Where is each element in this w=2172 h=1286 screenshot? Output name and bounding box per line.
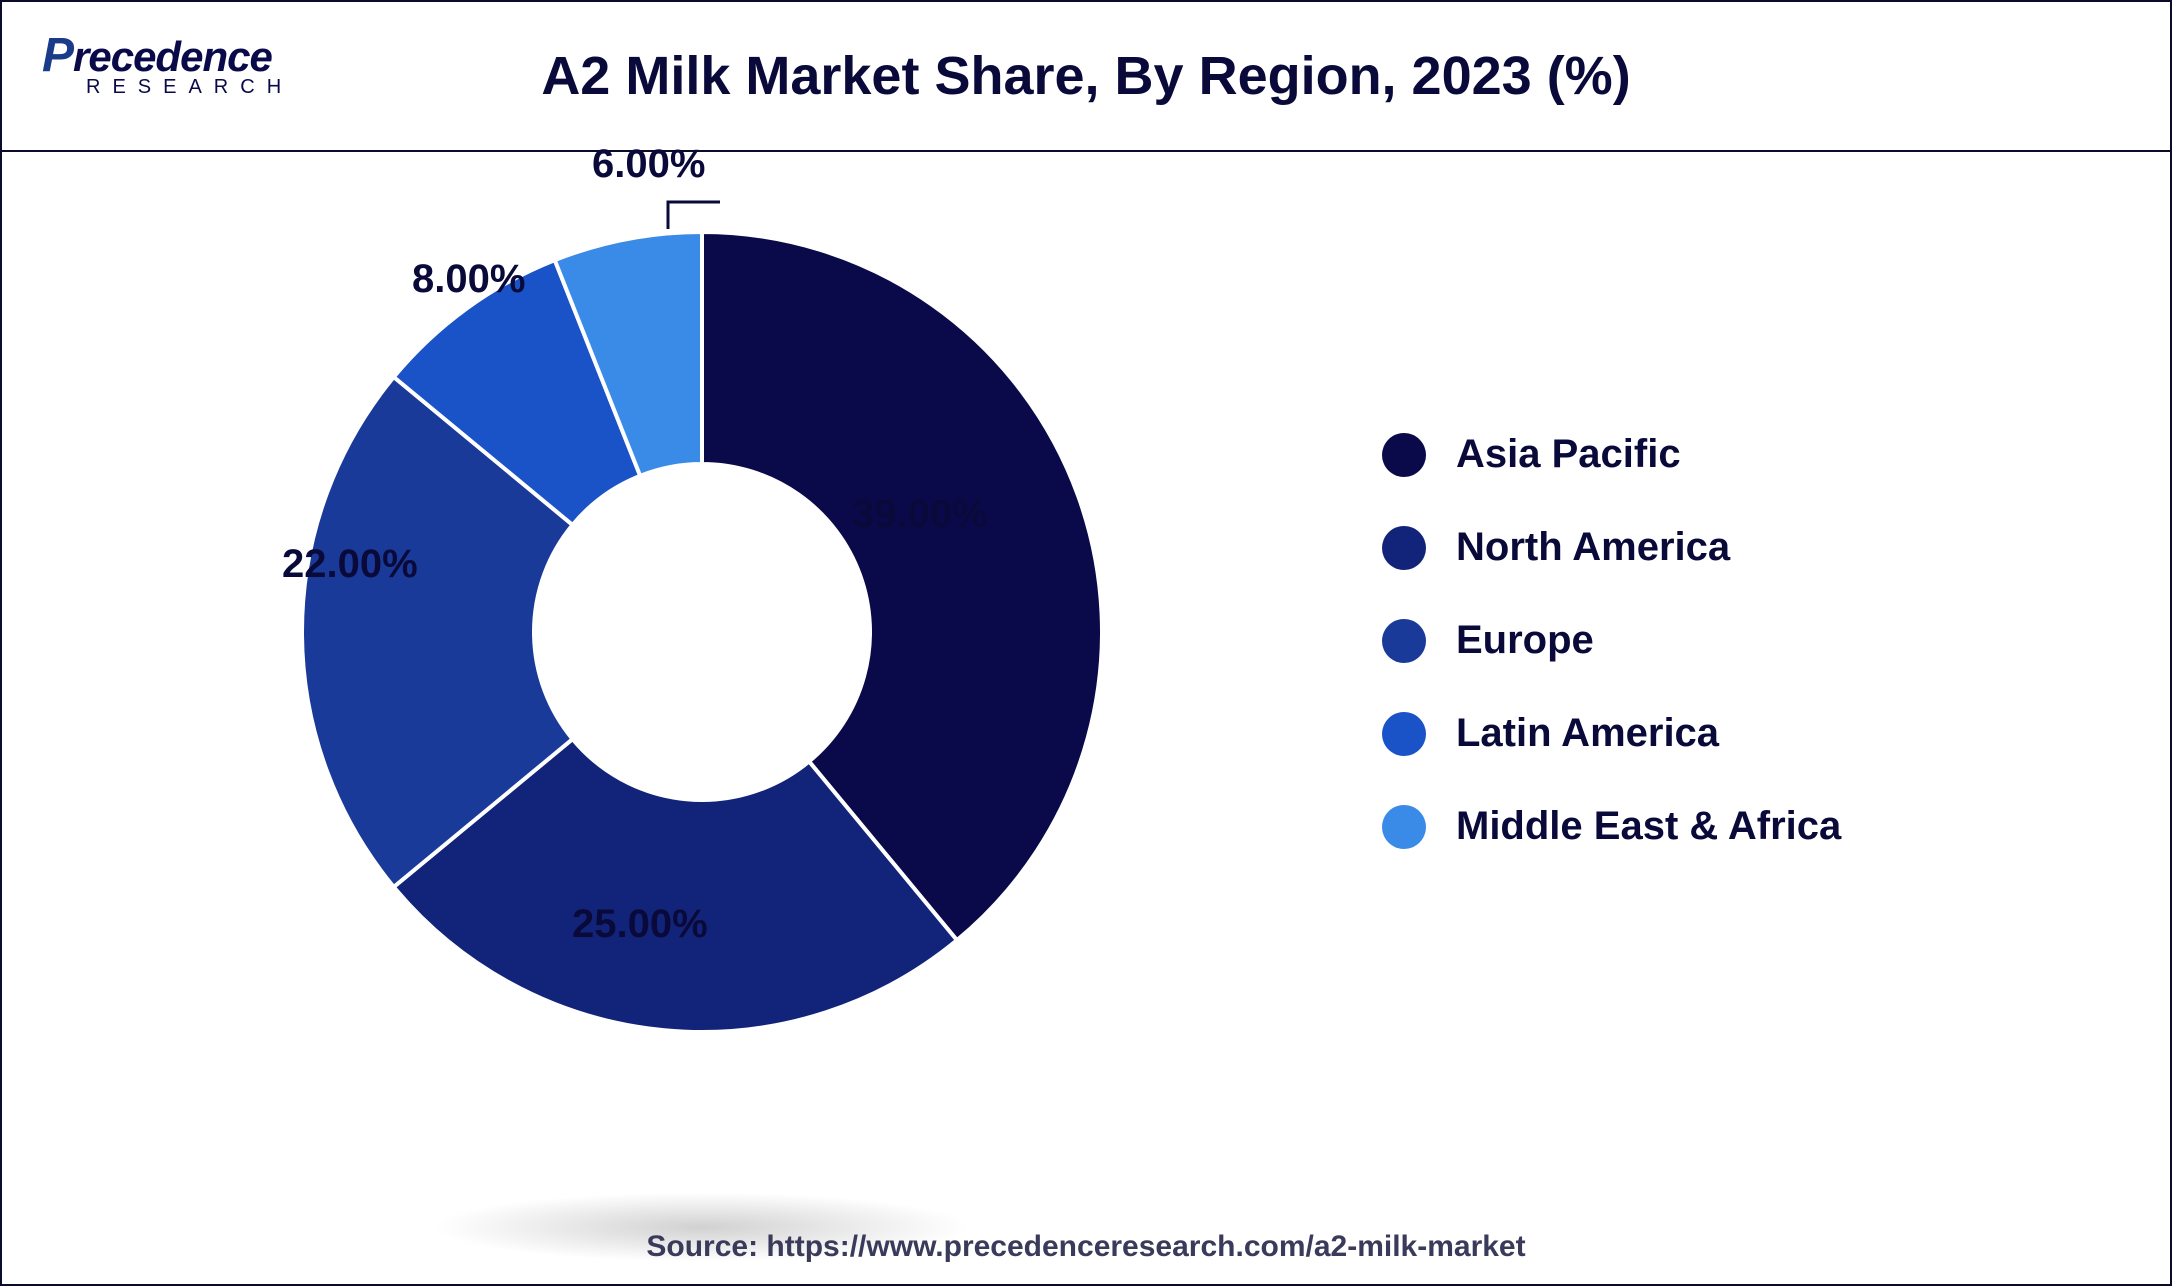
header-bar: Precedence RESEARCH A2 Milk Market Share…	[2, 2, 2170, 152]
donut-chart: 39.00% 25.00% 22.00% 8.00% 6.00%	[252, 182, 1152, 1082]
legend-label: North America	[1456, 525, 1730, 570]
legend-label: Latin America	[1456, 711, 1719, 756]
logo-rest: recedence	[73, 33, 272, 80]
legend-label: Asia Pacific	[1456, 432, 1681, 477]
logo-sub: RESEARCH	[86, 76, 293, 99]
legend-item-mea: Middle East & Africa	[1382, 804, 1841, 849]
slice-label-mea: 6.00%	[592, 142, 705, 187]
legend-dot	[1382, 712, 1426, 756]
leader-line-mea	[252, 182, 1152, 1082]
legend-dot	[1382, 433, 1426, 477]
legend-item-europe: Europe	[1382, 618, 1841, 663]
legend-item-north-america: North America	[1382, 525, 1841, 570]
logo-main: Precedence	[42, 32, 293, 80]
legend-item-latin-america: Latin America	[1382, 711, 1841, 756]
legend-dot	[1382, 526, 1426, 570]
logo-letter-p: P	[42, 29, 73, 82]
chart-body: 39.00% 25.00% 22.00% 8.00% 6.00% Asia Pa…	[2, 152, 2170, 1284]
chart-title: A2 Milk Market Share, By Region, 2023 (%…	[2, 45, 2170, 107]
legend-dot	[1382, 619, 1426, 663]
chart-frame: Precedence RESEARCH A2 Milk Market Share…	[0, 0, 2172, 1286]
legend-label: Europe	[1456, 618, 1594, 663]
legend-dot	[1382, 805, 1426, 849]
legend-item-asia-pacific: Asia Pacific	[1382, 432, 1841, 477]
source-text: Source: https://www.precedenceresearch.c…	[2, 1230, 2170, 1264]
brand-logo: Precedence RESEARCH	[42, 32, 293, 99]
legend-label: Middle East & Africa	[1456, 804, 1841, 849]
legend: Asia Pacific North America Europe Latin …	[1382, 432, 1841, 849]
